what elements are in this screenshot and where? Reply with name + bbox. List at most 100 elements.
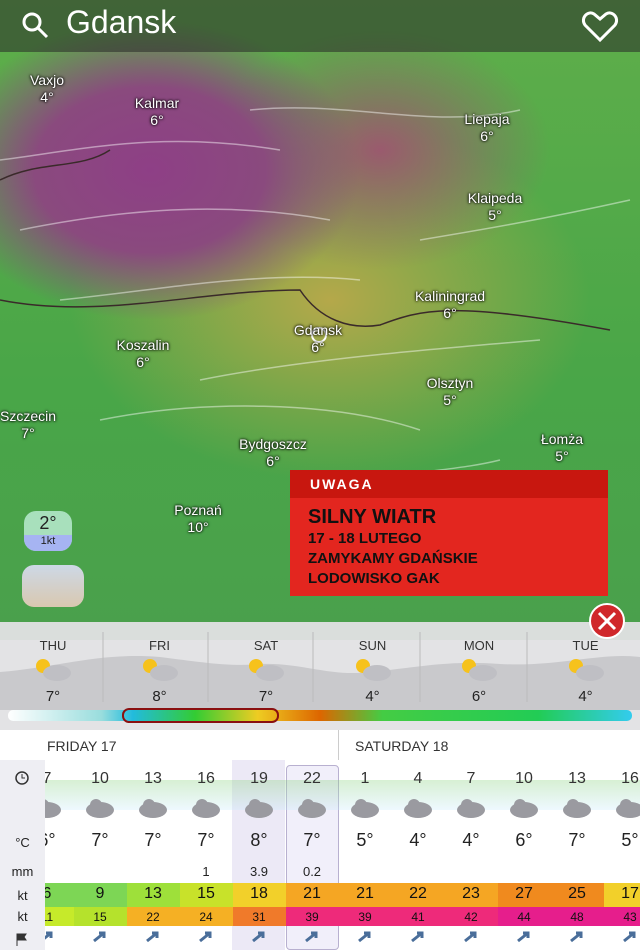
current-badge[interactable]: 2° 1kt <box>24 511 72 551</box>
webcam-thumb[interactable] <box>22 565 84 607</box>
day-strip-bg <box>0 632 640 723</box>
place-label[interactable]: Koszalin 6° <box>117 337 170 371</box>
favorite-icon[interactable] <box>580 10 620 44</box>
place-temp: 5° <box>555 448 569 464</box>
hour: 7 <box>466 770 476 787</box>
arrow <box>411 931 424 943</box>
day-strip: THU 7° FRI 8° SAT 7° SUN 4° MON 6° TUE 4° <box>0 622 640 730</box>
unit-label: °C <box>15 835 30 850</box>
place-label[interactable]: Vaxjo 4° <box>30 72 64 106</box>
wind: 9 <box>95 885 105 902</box>
hour: 4 <box>413 770 423 787</box>
cloud <box>142 659 178 681</box>
search-bar[interactable]: Gdansk <box>0 0 640 52</box>
gust: 24 <box>199 910 213 924</box>
weather-icon <box>345 796 385 824</box>
place-label[interactable]: Szczecin 7° <box>0 408 56 442</box>
row-labels: °C mm kt kt <box>0 760 45 950</box>
hour: 10 <box>515 770 533 787</box>
arrow <box>146 931 159 943</box>
place-label[interactable]: Gdansk 6° <box>294 322 342 356</box>
wind-cell <box>338 883 392 907</box>
day-name[interactable]: SAT <box>253 638 279 653</box>
place-label[interactable]: Klaipeda 5° <box>468 190 523 224</box>
temp: 7° <box>303 830 321 850</box>
gust: 48 <box>570 910 584 924</box>
place-label[interactable]: Łomża 5° <box>541 431 583 465</box>
unit-label: kt <box>17 909 28 924</box>
cloud <box>568 659 604 681</box>
place-temp: 6° <box>443 305 457 321</box>
cloud <box>462 659 497 681</box>
cloud <box>139 799 167 818</box>
gust: 42 <box>464 910 478 924</box>
place-temp: 5° <box>488 207 502 223</box>
wind-arrow <box>304 929 320 945</box>
place-name: Klaipeda <box>467 190 523 206</box>
close-button[interactable] <box>588 602 626 640</box>
wind-cell <box>603 883 640 907</box>
day-temp: 7° <box>258 688 274 705</box>
search-query[interactable]: Gdansk <box>66 4 177 40</box>
cloud <box>192 799 220 818</box>
arrow <box>517 931 530 943</box>
place-label[interactable]: Poznań 10° <box>174 502 221 536</box>
weather-icon <box>33 656 73 682</box>
weather-icon <box>459 656 499 682</box>
weather-icon <box>133 796 173 824</box>
temp: 7° <box>144 830 162 850</box>
cloud <box>457 799 485 818</box>
place-label[interactable]: Kaliningrad 6° <box>415 288 485 322</box>
day-name[interactable]: FRI <box>149 638 170 653</box>
day-name[interactable]: TUE <box>572 638 599 653</box>
wind-arrow <box>516 929 532 945</box>
current-wind: 1kt <box>24 535 72 551</box>
wind-cell <box>232 883 286 907</box>
cloud <box>563 799 591 818</box>
cloud <box>36 659 71 681</box>
hour: 16 <box>197 770 215 787</box>
temp: 8° <box>250 830 268 850</box>
wind-cell <box>179 883 233 907</box>
wind-arrow <box>357 929 373 945</box>
gust: 39 <box>358 910 372 924</box>
place-temp: 6° <box>311 339 325 355</box>
place-label[interactable]: Olsztyn 5° <box>427 375 474 409</box>
temp: 4° <box>409 830 427 850</box>
arrow <box>93 931 106 943</box>
cloud <box>298 799 326 818</box>
gust-cell <box>391 907 445 926</box>
weather-icon <box>246 656 286 682</box>
date-label: SATURDAY 18 <box>355 738 449 754</box>
day-name[interactable]: MON <box>463 638 495 653</box>
gust: 31 <box>252 910 266 924</box>
place-name: Łomża <box>540 431 584 447</box>
day-temp: 7° <box>45 688 61 705</box>
wind-arrow <box>410 929 426 945</box>
hour: 22 <box>303 770 321 787</box>
cloud <box>355 659 391 681</box>
alert-line: 17 - 18 LUTEGO <box>308 530 422 547</box>
wind: 25 <box>568 885 586 902</box>
temp: 7° <box>568 830 586 850</box>
wind-cell <box>550 883 604 907</box>
place-label[interactable]: Liepaja 6° <box>464 111 509 145</box>
day-name[interactable]: THU <box>39 638 67 653</box>
wind: 23 <box>462 885 480 902</box>
alert-banner[interactable]: UWAGA SILNY WIATR 17 - 18 LUTEGO ZAMYKAM… <box>290 470 608 596</box>
day-name[interactable]: SUN <box>358 638 387 653</box>
wind: 13 <box>144 885 162 902</box>
arrow <box>464 931 477 943</box>
place-label[interactable]: Bydgoszcz 6° <box>239 436 307 470</box>
place-name: Poznań <box>174 502 222 518</box>
arrow <box>199 931 212 943</box>
wind: 18 <box>250 885 268 902</box>
temp: 7° <box>197 830 215 850</box>
place-name: Gdansk <box>293 322 343 338</box>
temp: 7° <box>91 830 109 850</box>
search-icon[interactable] <box>20 10 50 40</box>
place-label[interactable]: Kalmar 6° <box>135 95 179 129</box>
date-divider <box>338 730 339 760</box>
hour: 16 <box>621 770 639 787</box>
